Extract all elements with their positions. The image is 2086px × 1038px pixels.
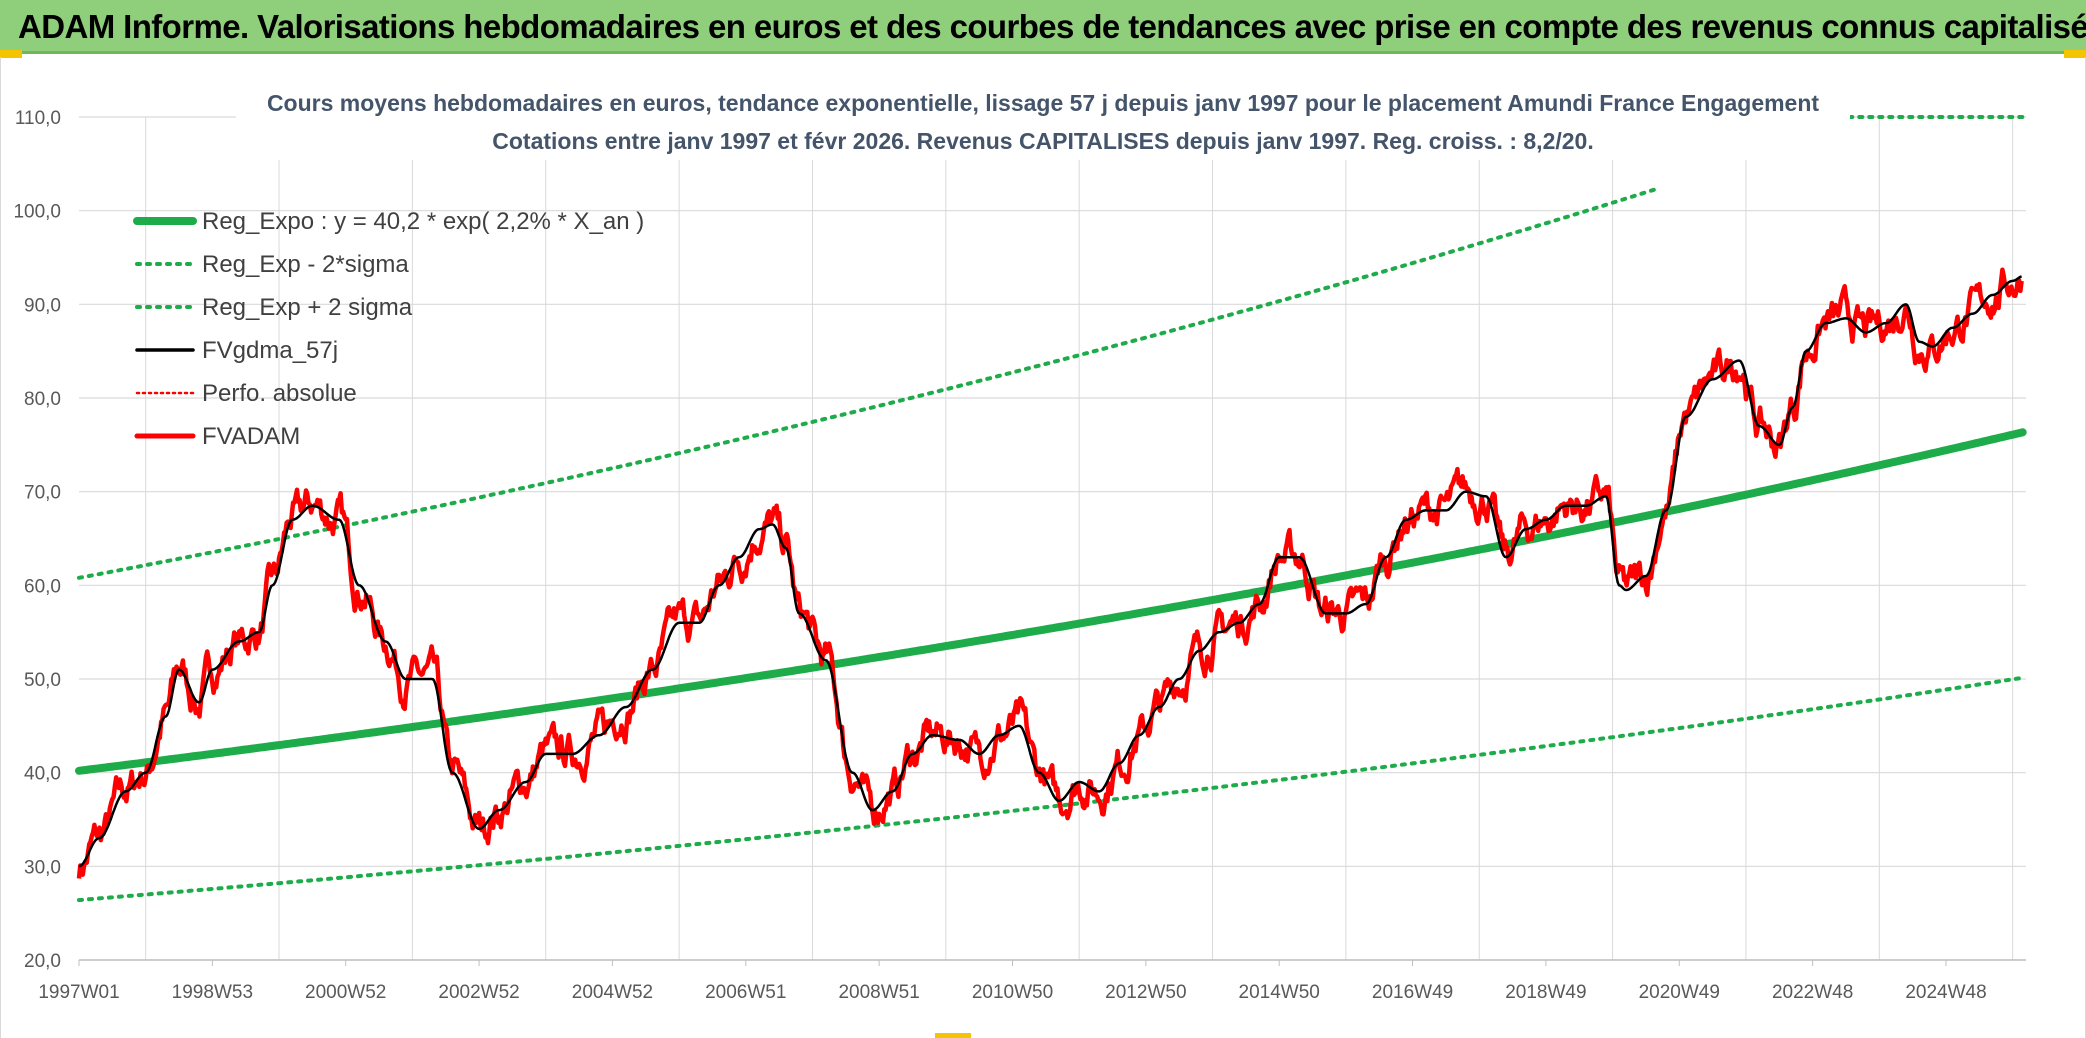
report-header: ADAM Informe. Valorisations hebdomadaire… [0,0,2086,54]
chart-subtitle: Cotations entre janv 1997 et févr 2026. … [492,128,1593,154]
y-tick-label: 70,0 [24,483,61,504]
lower-band-line [77,675,2025,903]
x-tick-label: 2020W49 [1639,982,1720,1003]
series-layer [75,115,2028,903]
chart-titles: Cours moyens hebdomadaires en euros, ten… [236,84,1850,160]
y-tick-label: 40,0 [24,764,61,785]
x-tick-label: 2024W48 [1905,982,1986,1003]
legend-label-reg: Reg_Expo : y = 40,2 * exp( 2,2% * X_an ) [202,208,644,235]
chart-title: Cours moyens hebdomadaires en euros, ten… [267,90,1819,116]
grid-lines [79,116,2026,961]
x-tick-label: 2002W52 [438,982,519,1003]
x-tick-label: 2022W48 [1772,982,1853,1003]
regression-line [75,428,2027,775]
y-tick-label: 80,0 [24,389,61,410]
x-tick-label: 1997W01 [38,982,119,1003]
y-tick-label: 110,0 [15,108,61,129]
legend: Reg_Expo : y = 40,2 * exp( 2,2% * X_an )… [133,208,644,450]
legend-label-high: Reg_Exp + 2 sigma [202,294,413,321]
legend-label-low: Reg_Exp - 2*sigma [202,251,409,278]
axis-labels: 20,0 30,0 40,0 50,0 60,0 70,0 80,0 90,0 100,0 110… [13,108,2026,1003]
x-tick-label: 2016W49 [1372,982,1453,1003]
x-tick-label: 2004W52 [572,982,653,1003]
x-tick-label: 2000W52 [305,982,386,1003]
y-tick-label: 100,0 [13,202,61,223]
report-title: ADAM Informe. Valorisations hebdomadaire… [18,8,2086,45]
x-tick-label: 2012W50 [1105,982,1186,1003]
legend-label-smooth: FVgdma_57j [202,337,338,364]
bottom-marker [935,1033,971,1038]
y-tick-label: 60,0 [24,576,61,597]
smoothed-line [78,275,2022,868]
x-tick-label: 2010W50 [972,982,1053,1003]
x-tick-label: 2008W51 [838,982,919,1003]
x-tick-label: 1998W53 [172,982,253,1003]
y-tick-label: 30,0 [24,857,61,878]
corner-marker-left [0,50,22,58]
x-tick-label: 2014W50 [1239,982,1320,1003]
price-line [76,267,2024,879]
x-tick-label: 2018W49 [1505,982,1586,1003]
legend-label-perfo: Perfo. absolue [202,380,357,407]
y-tick-label: 50,0 [24,670,61,691]
x-tick-label: 2006W51 [705,982,786,1003]
y-tick-label: 20,0 [24,951,61,972]
chart-title-background [236,84,1850,160]
y-tick-label: 90,0 [24,295,61,316]
corner-marker-right [2064,50,2086,58]
legend-label-price: FVADAM [202,423,300,450]
